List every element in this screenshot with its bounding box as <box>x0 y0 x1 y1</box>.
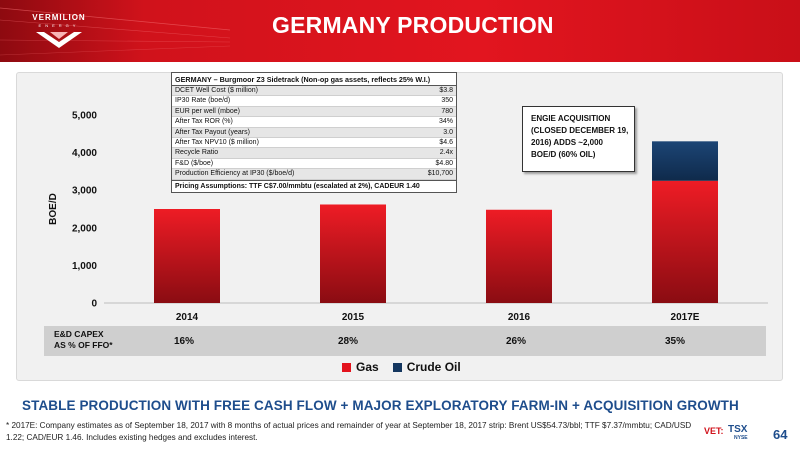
bar-gas-2015 <box>320 204 386 303</box>
ticker-logo: VET: TSX NYSE <box>700 420 770 444</box>
table-rows: DCET Well Cost ($ million) $3.8 IP30 Rate … <box>172 86 456 180</box>
ticker-tsx: TSX <box>728 424 748 435</box>
x-tick-label: 2015 <box>342 312 365 323</box>
table-row-value: $10,700 <box>427 170 453 178</box>
table-row: IP30 Rate (boe/d) 350 <box>172 96 456 107</box>
y-tick-label: 0 <box>91 299 97 310</box>
bar-gas-2014 <box>154 209 220 303</box>
ticker-nyse: NYSE <box>734 435 748 441</box>
logo-subtext: ENERGY <box>38 23 80 28</box>
table-row-label: After Tax Payout (years) <box>175 128 250 136</box>
bar-gas-2016 <box>486 209 552 303</box>
capex-value-2017e: 35% <box>664 336 685 347</box>
y-tick-label: 1,000 <box>72 261 97 272</box>
table-row-label: DCET Well Cost ($ million) <box>175 87 258 94</box>
table-footer: Pricing Assumptions: TTF C$7.00/mmbtu (e… <box>172 179 456 192</box>
legend-swatch-gas <box>342 362 351 372</box>
x-tick-label: 2014 <box>176 312 199 323</box>
x-tick-label: 2016 <box>508 312 531 323</box>
capex-value-2016: 26% <box>505 336 526 347</box>
y-tick-label: 4,000 <box>72 148 97 159</box>
table-row: DCET Well Cost ($ million) $3.8 <box>172 86 456 97</box>
y-tick-label: 3,000 <box>72 186 97 197</box>
table-row-value: $4.80 <box>435 159 453 167</box>
x-tick-label: 2017E <box>671 312 700 323</box>
summary-banner: STABLE PRODUCTION WITH FREE CASH FLOW + … <box>22 398 739 413</box>
logo-mark-icon <box>36 32 82 48</box>
table-row-value: 350 <box>441 97 453 105</box>
legend-swatch-crude-oil <box>392 362 402 372</box>
header-bar: VERMILION ENERGY GERMANY PRODUCTION <box>0 0 800 62</box>
table-row: Recycle Ratio 2.4x <box>172 148 456 159</box>
table-row-value: 34% <box>438 118 453 126</box>
table-row-label: After Tax NPV10 ($ million) <box>175 138 259 146</box>
page-title: GERMANY PRODUCTION <box>272 12 554 38</box>
engie-acquisition-callout: ENGIE ACQUISITION (CLOSED DECEMBER 19, 2… <box>522 106 635 172</box>
ticker-vet: VET: <box>704 426 724 436</box>
table-row-label: IP30 Rate (boe/d) <box>175 97 231 105</box>
chart-bars <box>154 141 718 303</box>
footnote: * 2017E: Company estimates as of Septemb… <box>6 421 692 442</box>
table-row: After Tax ROR (%) 34% <box>172 117 456 128</box>
header-gradient <box>0 0 800 62</box>
table-row-value: 3.0 <box>443 128 453 136</box>
chart-legend: Gas Crude Oil <box>342 359 475 375</box>
table-row-label: After Tax ROR (%) <box>175 118 233 126</box>
capex-strip: E&D CAPEX AS % OF FFO* 16% 28% 26% 35% <box>44 326 766 356</box>
table-row-value: $4.6 <box>439 138 453 146</box>
table-row-value: 2.4x <box>439 149 453 157</box>
table-row-label: Production Efficiency at IP30 ($/boe/d) <box>175 170 295 178</box>
legend-item-gas: Gas <box>342 360 379 374</box>
legend-label-crude-oil: Crude Oil <box>406 360 461 374</box>
logo-wordmark: VERMILION <box>32 13 86 22</box>
table-row-label: Recycle Ratio <box>175 149 219 157</box>
legend-label-gas: Gas <box>356 360 379 374</box>
y-axis-label: BOE/D <box>48 193 59 225</box>
table-row-value: $3.8 <box>439 87 453 94</box>
y-tick-label: 2,000 <box>72 223 97 234</box>
bar-gas-2017e <box>652 180 718 303</box>
page-number: 64 <box>773 427 788 442</box>
table-row: Production Efficiency at IP30 ($/boe/d) $… <box>172 169 456 180</box>
capex-value-2014: 16% <box>173 336 194 347</box>
capex-value-2015: 28% <box>337 336 358 347</box>
table-row: EUR per well (mboe) 780 <box>172 106 456 118</box>
chart-labels: 0 1,000 2,000 3,000 4,000 5,000 BOE/D 2014 2015 2… <box>48 111 700 324</box>
y-tick-label: 5,000 <box>72 111 97 122</box>
table-row-label: F&D ($/boe) <box>175 159 214 167</box>
economics-table: GERMANY – Burgmoor Z3 Sidetrack (Non-op … <box>171 72 457 193</box>
bar-crude-oil-2017e <box>652 141 718 181</box>
vermilion-logo: VERMILION ENERGY <box>24 6 94 51</box>
table-row: After Tax Payout (years) 3.0 <box>172 127 456 138</box>
header-streaks-decoration <box>0 7 230 56</box>
table-row-value: 780 <box>441 107 453 115</box>
table-row: After Tax NPV10 ($ million) $4.6 <box>172 137 456 149</box>
table-title: GERMANY – Burgmoor Z3 Sidetrack (Non-op … <box>172 73 456 86</box>
legend-item-crude-oil: Crude Oil <box>392 360 461 374</box>
table-row-label: EUR per well (mboe) <box>175 107 240 115</box>
table-row: F&D ($/boe) $4.80 <box>172 158 456 170</box>
capex-label: E&D CAPEX AS % OF FFO* <box>54 329 113 350</box>
